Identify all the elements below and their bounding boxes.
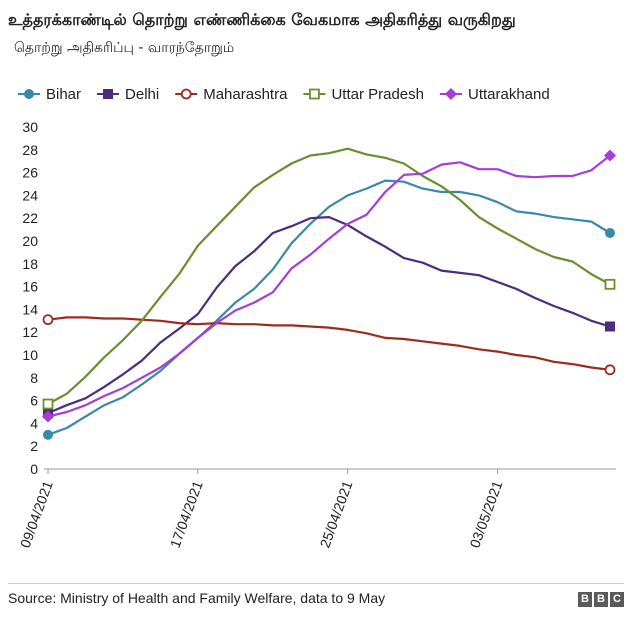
y-tick-label: 2 [30,438,38,454]
bbc-logo-letter: C [610,592,624,607]
y-tick-label: 24 [22,187,38,203]
y-tick-label: 26 [22,165,38,181]
series-line-delhi [47,216,611,415]
chart-title: உத்தரக்காண்டில் தொற்று எண்ணிக்கை வேகமாக … [8,10,516,29]
legend-item-uttarakhand: Uttarakhand [439,86,550,103]
series-end-marker-maharashtra [604,364,616,376]
source-note: Source: Ministry of Health and Family We… [8,590,386,606]
y-tick-label: 30 [22,119,38,135]
legend-swatch-marker [24,89,34,99]
series-start-marker-maharashtra [42,314,54,326]
legend-item-delhi: Delhi [97,86,159,103]
y-tick-label: 10 [22,347,38,363]
y-tick-label: 18 [22,256,38,272]
x-axis: 09/04/2021 17/04/2021 25/04/2021 03/05/2021 [17,468,616,550]
legend-label: Uttarakhand [468,86,550,103]
y-tick-label: 20 [22,233,38,249]
series-start-marker-uttar-pradesh [42,398,54,410]
y-tick-label: 6 [30,393,38,409]
x-tick-label: 17/04/2021 [167,478,206,550]
series-bihar [43,179,615,440]
y-tick-label: 8 [30,370,38,386]
series-start-marker-uttarakhand [42,410,54,423]
bbc-logo-letter: B [578,592,592,607]
bbc-logo-letter: B [594,592,608,607]
x-tick-label: 09/04/2021 [17,478,56,550]
legend-item-maharashtra: Maharashtra [175,86,288,103]
legend-swatch-marker [444,88,457,100]
legend-swatch-marker [103,89,114,99]
series-layer [42,147,616,440]
legend-item-uttar-pradesh: Uttar Pradesh [303,86,424,103]
chart-legend: Bihar Delhi Maharashtra Uttar Pradesh Uttara… [18,86,550,103]
series-line-bihar [47,179,611,436]
legend-label: Uttar Pradesh [331,86,424,103]
series-end-marker-uttarakhand [604,149,616,162]
chart-subtitle: தொற்று அதிகரிப்பு - வாரந்தோறும் [14,40,235,56]
legend-item-bihar: Bihar [18,86,81,103]
series-uttarakhand [42,149,616,423]
series-line-uttar-pradesh [47,147,611,405]
series-maharashtra [42,314,616,376]
x-tick-label: 25/04/2021 [317,478,356,550]
footer-divider [8,583,624,584]
y-tick-label: 14 [22,301,38,317]
y-tick-label: 12 [22,324,38,340]
y-tick-label: 16 [22,279,38,295]
series-end-marker-delhi [605,321,615,332]
legend-swatch-marker [180,88,192,100]
bbc-logo: B B C [578,592,624,607]
y-tick-label: 4 [30,415,38,431]
y-tick-label: 28 [22,142,38,158]
series-end-marker-bihar [605,228,615,239]
x-tick-label: 03/05/2021 [466,478,505,550]
line-chart: Bihar Delhi Maharashtra Uttar Pradesh Uttara… [17,86,616,550]
series-end-marker-uttar-pradesh [604,278,616,290]
series-uttar-pradesh [42,147,616,410]
series-start-marker-bihar [43,429,53,440]
legend-swatch-marker [309,88,320,100]
series-line-maharashtra [47,316,611,371]
series-line-uttarakhand [47,154,611,418]
legend-label: Maharashtra [203,86,288,103]
y-tick-label: 0 [30,461,38,477]
legend-label: Bihar [46,86,81,103]
legend-label: Delhi [125,86,159,103]
y-tick-label: 22 [22,210,38,226]
series-delhi [43,216,615,419]
